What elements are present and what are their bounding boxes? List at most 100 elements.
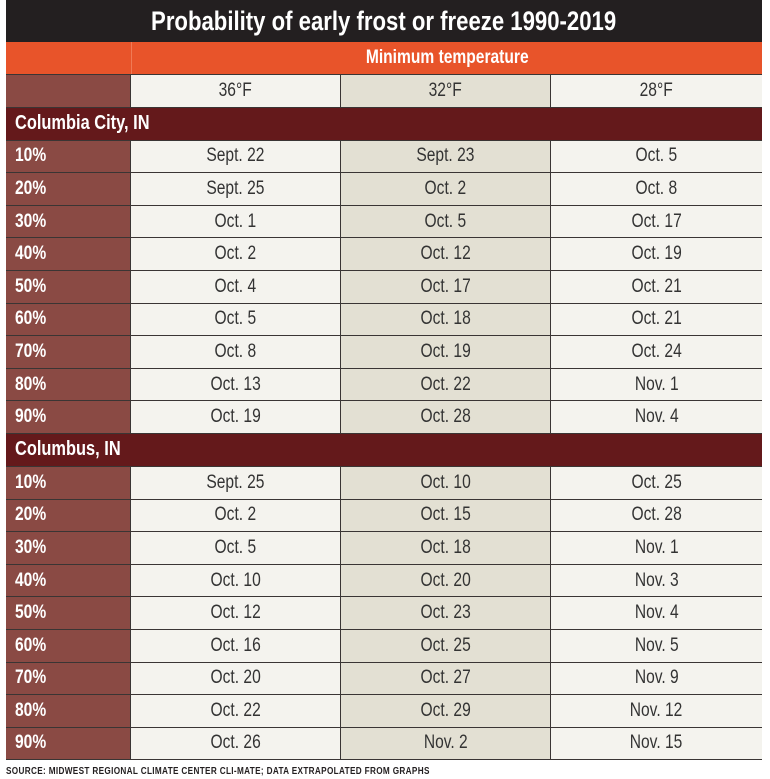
date-text: Oct. 27	[420, 667, 471, 689]
probability-label: 60%	[6, 303, 131, 336]
date-cell: Sept. 25	[131, 173, 341, 205]
date-text: Oct. 5	[214, 536, 257, 558]
date-cell: Oct. 5	[341, 205, 551, 238]
table-row: 50% Oct. 4 Oct. 17 Oct. 21	[6, 270, 762, 304]
empty-label-cell	[6, 75, 131, 107]
date-text: Oct. 10	[420, 471, 471, 493]
column-group-header: Minimum temperature	[6, 42, 762, 75]
date-cell: Oct. 20	[131, 662, 341, 695]
date-text: Oct. 10	[210, 569, 261, 591]
column-header-28f: 28°F	[551, 75, 762, 107]
date-text: Nov. 1	[634, 536, 679, 558]
probability-text: 90%	[15, 406, 47, 428]
date-cell: Oct. 19	[341, 336, 551, 368]
table-row: 30% Oct. 1 Oct. 5 Oct. 17	[6, 205, 762, 239]
section-name: Columbus, IN	[15, 438, 121, 461]
probability-label: 60%	[6, 629, 131, 662]
probability-text: 20%	[15, 504, 47, 526]
date-text: Oct. 23	[420, 602, 471, 624]
probability-label: 30%	[6, 205, 131, 238]
date-cell: Oct. 19	[551, 238, 762, 270]
date-cell: Oct. 15	[341, 499, 551, 532]
table-row: 60% Oct. 5 Oct. 18 Oct. 21	[6, 303, 762, 337]
date-cell: Oct. 2	[131, 499, 341, 532]
date-text: Nov. 15	[630, 732, 683, 754]
date-text: Nov. 9	[634, 667, 679, 689]
frost-table: Probability of early frost or freeze 199…	[6, 0, 762, 761]
date-cell: Oct. 22	[341, 368, 551, 401]
probability-label: 70%	[6, 662, 131, 695]
date-text: Nov. 1	[634, 373, 679, 395]
date-cell: Oct. 28	[341, 401, 551, 433]
date-cell: Nov. 1	[551, 532, 762, 564]
date-cell: Oct. 1	[131, 205, 341, 238]
date-cell: Oct. 21	[551, 303, 762, 336]
date-text: Oct. 19	[420, 340, 471, 362]
date-text: Oct. 20	[420, 569, 471, 591]
column-header-32f: 32°F	[341, 75, 551, 107]
date-cell: Nov. 3	[551, 564, 762, 597]
probability-label: 40%	[6, 238, 131, 270]
date-cell: Oct. 10	[131, 564, 341, 597]
probability-text: 40%	[15, 243, 47, 265]
date-cell: Nov. 5	[551, 629, 762, 662]
probability-text: 40%	[15, 569, 47, 591]
date-text: Nov. 2	[423, 732, 468, 754]
date-text: Oct. 21	[631, 308, 682, 330]
date-text: Oct. 20	[210, 667, 261, 689]
date-text: Oct. 24	[631, 340, 682, 362]
table-title: Probability of early frost or freeze 199…	[6, 0, 762, 42]
date-cell: Oct. 26	[131, 727, 341, 760]
date-cell: Oct. 5	[131, 532, 341, 564]
date-text: Sept. 23	[416, 145, 475, 167]
date-cell: Oct. 29	[341, 695, 551, 727]
date-text: Sept. 25	[206, 471, 265, 493]
date-cell: Oct. 21	[551, 270, 762, 303]
date-text: Oct. 2	[424, 177, 467, 199]
date-cell: Oct. 25	[341, 629, 551, 662]
date-cell: Oct. 23	[341, 597, 551, 629]
table-row: 70% Oct. 20 Oct. 27 Nov. 9	[6, 662, 762, 696]
date-cell: Oct. 5	[131, 303, 341, 336]
date-text: Nov. 4	[634, 406, 679, 428]
column-header-text: 28°F	[639, 79, 674, 101]
date-text: Nov. 5	[634, 634, 679, 656]
date-text: Oct. 25	[631, 471, 682, 493]
column-header-row: 36°F 32°F 28°F	[6, 75, 762, 108]
date-cell: Oct. 27	[341, 662, 551, 695]
date-text: Oct. 2	[214, 504, 257, 526]
probability-text: 70%	[15, 667, 47, 689]
table-row: 40% Oct. 2 Oct. 12 Oct. 19	[6, 238, 762, 271]
table-row: 10% Sept. 22 Sept. 23 Oct. 5	[6, 140, 762, 174]
probability-text: 60%	[15, 634, 47, 656]
table-row: 20% Sept. 25 Oct. 2 Oct. 8	[6, 173, 762, 206]
date-text: Oct. 1	[214, 210, 257, 232]
table-row: 10% Sept. 25 Oct. 10 Oct. 25	[6, 466, 762, 500]
probability-label: 40%	[6, 564, 131, 597]
date-cell: Oct. 12	[131, 597, 341, 629]
table-row: 70% Oct. 8 Oct. 19 Oct. 24	[6, 336, 762, 369]
table-row: 90% Oct. 26 Nov. 2 Nov. 15	[6, 727, 762, 761]
column-header-text: 36°F	[218, 79, 253, 101]
probability-label: 50%	[6, 270, 131, 303]
date-text: Oct. 2	[214, 243, 257, 265]
date-cell: Oct. 25	[551, 466, 762, 499]
probability-text: 10%	[15, 471, 47, 493]
table-body: Columbia City, IN 10% Sept. 22 Sept. 23 Oct.…	[6, 107, 762, 761]
date-text: Sept. 22	[206, 145, 265, 167]
date-cell: Nov. 1	[551, 368, 762, 401]
date-text: Oct. 16	[210, 634, 261, 656]
date-text: Oct. 19	[631, 243, 682, 265]
date-cell: Oct. 4	[131, 270, 341, 303]
probability-text: 80%	[15, 373, 47, 395]
probability-label: 80%	[6, 368, 131, 401]
date-text: Oct. 22	[210, 699, 261, 721]
date-text: Oct. 18	[420, 308, 471, 330]
table-row: 20% Oct. 2 Oct. 15 Oct. 28	[6, 499, 762, 533]
source-note: SOURCE: MIDWEST REGIONAL CLIMATE CENTER …	[6, 766, 523, 777]
date-cell: Oct. 5	[551, 140, 762, 173]
date-text: Oct. 8	[214, 340, 257, 362]
date-cell: Nov. 4	[551, 597, 762, 629]
probability-text: 70%	[15, 340, 47, 362]
date-text: Oct. 12	[210, 602, 261, 624]
